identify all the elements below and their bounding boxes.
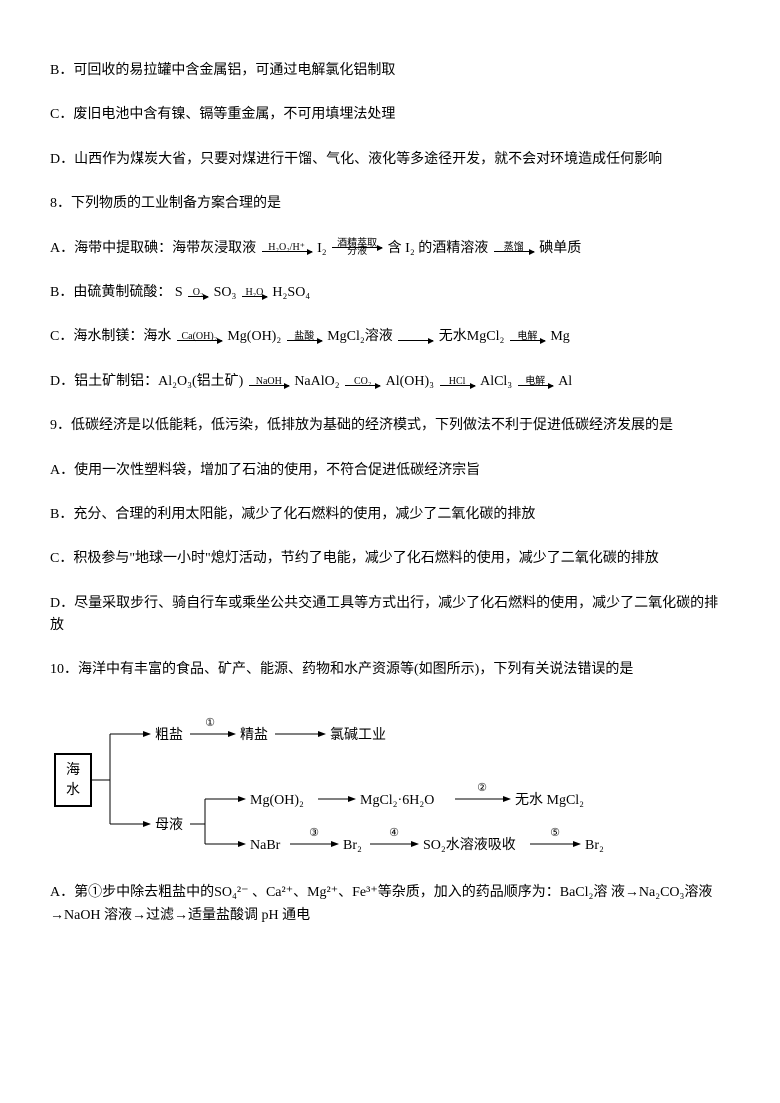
arrow-icon: Ca(OH)₂ <box>177 332 222 342</box>
arrow-icon: CO₂ <box>345 377 380 387</box>
arrow-icon: 电解 <box>518 377 553 387</box>
svg-text:②: ② <box>477 782 487 794</box>
node-mother: 母液 <box>155 817 183 833</box>
arrow-icon: HCl <box>440 377 475 387</box>
node-br2-1: Br₂ <box>343 838 362 853</box>
node-br2-2: Br₂ <box>585 838 604 853</box>
svg-text:⑤: ⑤ <box>550 827 560 839</box>
q10-stem: 10．海洋中有丰富的食品、矿产、能源、药物和水产资源等(如图所示)，下列有关说法… <box>50 659 730 681</box>
text: Al <box>558 374 572 389</box>
svg-text:水: 水 <box>66 782 80 798</box>
text: MgCl₂溶液 <box>327 329 393 344</box>
q8-option-d: D．铝土矿制铝：Al₂O₃(铝土矿) NaOH NaAlO₂ CO₂ Al(OH… <box>50 371 730 393</box>
text: Mg(OH)₂ <box>227 329 281 344</box>
q8c-prefix: C．海水制镁：海水 <box>50 329 171 344</box>
q9-option-b: B．充分、合理的利用太阳能，减少了化石燃料的使用，减少了二氧化碳的排放 <box>50 504 730 526</box>
q9-option-a: A．使用一次性塑料袋，增加了石油的使用，不符合促进低碳经济宗旨 <box>50 460 730 482</box>
q8-option-c: C．海水制镁：海水 Ca(OH)₂ Mg(OH)₂ 盐酸 MgCl₂溶液 无水M… <box>50 326 730 348</box>
arrow-icon: 电解 <box>510 332 545 342</box>
node-so2: SO₂水溶液吸收 <box>423 837 516 853</box>
svg-text:④: ④ <box>389 827 399 839</box>
text: NaAlO₂ <box>294 374 339 389</box>
arrow-icon: 酒精萃取 分液 <box>332 239 382 257</box>
svg-text:①: ① <box>205 717 215 729</box>
q8a-prefix: A．海带中提取碘：海带灰浸取液 <box>50 241 256 256</box>
text: SO₃ <box>214 285 237 300</box>
arrow-icon: NaOH <box>249 377 289 387</box>
q9-option-c: C．积极参与"地球一小时"熄灯活动，节约了电能，减少了化石燃料的使用，减少了二氧… <box>50 548 730 570</box>
svg-text:③: ③ <box>309 827 319 839</box>
q8d-prefix: D．铝土矿制铝：Al₂O₃(铝土矿) <box>50 374 243 389</box>
node-crude: 粗盐 <box>155 727 183 743</box>
option-c: C．废旧电池中含有镍、镉等重金属，不可用填埋法处理 <box>50 104 730 126</box>
text: Mg <box>550 329 569 344</box>
q8-option-a: A．海带中提取碘：海带灰浸取液 H₂O₂/H⁺ I₂ 酒精萃取 分液 含 I₂ … <box>50 238 730 260</box>
arrow-icon: O₂ <box>188 288 208 298</box>
arrow-icon: H₂O <box>242 288 267 298</box>
q10-option-a: A．第①步中除去粗盐中的SO₄²⁻ 、Ca²⁺、Mg²⁺、Fe³⁺等杂质，加入的… <box>50 882 730 927</box>
arrow-icon: 蒸馏 <box>494 243 534 253</box>
node-anhydrous: 无水 MgCl₂ <box>515 792 584 808</box>
arrow-icon <box>398 332 433 342</box>
text: 无水MgCl₂ <box>439 329 505 344</box>
node-mgcl2: MgCl₂·6H₂O <box>360 793 434 808</box>
text: 含 I₂ 的酒精溶液 <box>388 241 489 256</box>
q8-option-b: B．由硫黄制硫酸： S O₂ SO₃ H₂O H₂SO₄ <box>50 282 730 304</box>
q9-stem: 9．低碳经济是以低能耗，低污染，低排放为基础的经济模式，下列做法不利于促进低碳经… <box>50 415 730 437</box>
arrow-icon: 盐酸 <box>287 332 322 342</box>
sea-diagram: 海 水 粗盐 ① 精盐 氯碱工业 母液 Mg(OH)₂ MgCl₂·6H₂O ②… <box>50 704 730 862</box>
text: Al(OH)₃ <box>386 374 434 389</box>
node-refined: 精盐 <box>240 727 268 743</box>
node-mgoh2: Mg(OH)₂ <box>250 793 304 808</box>
text: I₂ <box>317 241 327 256</box>
text: AlCl₃ <box>480 374 512 389</box>
sea-label: 海 <box>66 762 80 778</box>
arrow-icon: H₂O₂/H⁺ <box>262 243 312 253</box>
text: S <box>175 285 183 300</box>
q8b-prefix: B．由硫黄制硫酸： <box>50 285 171 300</box>
q8-stem: 8．下列物质的工业制备方案合理的是 <box>50 193 730 215</box>
text: H₂SO₄ <box>272 285 310 300</box>
node-nabr: NaBr <box>250 838 281 853</box>
option-b: B．可回收的易拉罐中含金属铝，可通过电解氯化铝制取 <box>50 60 730 82</box>
option-d: D．山西作为煤炭大省，只要对煤进行干馏、气化、液化等多途径开发，就不会对环境造成… <box>50 149 730 171</box>
text: 碘单质 <box>539 241 581 256</box>
node-chloralkali: 氯碱工业 <box>330 727 386 743</box>
diagram-svg: 海 水 粗盐 ① 精盐 氯碱工业 母液 Mg(OH)₂ MgCl₂·6H₂O ②… <box>50 704 690 854</box>
q9-option-d: D．尽量采取步行、骑自行车或乘坐公共交通工具等方式出行，减少了化石燃料的使用，减… <box>50 593 730 638</box>
